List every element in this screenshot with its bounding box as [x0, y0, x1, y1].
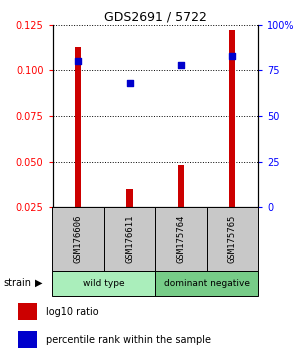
Bar — [52, 271, 155, 296]
Text: GSM176611: GSM176611 — [125, 215, 134, 263]
Point — [76, 58, 81, 64]
Text: GSM175765: GSM175765 — [228, 215, 237, 263]
Text: wild type: wild type — [83, 279, 125, 288]
Text: dominant negative: dominant negative — [164, 279, 250, 288]
Bar — [127, 189, 133, 207]
Bar — [18, 303, 38, 320]
Point — [127, 80, 132, 86]
Text: GSM175764: GSM175764 — [176, 215, 185, 263]
Bar — [155, 271, 258, 296]
Point — [178, 62, 183, 68]
Title: GDS2691 / 5722: GDS2691 / 5722 — [104, 11, 207, 24]
Bar — [18, 331, 38, 348]
Bar — [229, 30, 236, 207]
Bar — [207, 207, 258, 271]
Point — [230, 53, 235, 59]
Bar — [52, 207, 104, 271]
Text: strain: strain — [3, 278, 31, 288]
Bar — [104, 207, 155, 271]
Text: percentile rank within the sample: percentile rank within the sample — [46, 335, 211, 345]
Text: GSM176606: GSM176606 — [74, 215, 83, 263]
Bar — [155, 207, 207, 271]
Bar — [75, 47, 81, 207]
Text: ▶: ▶ — [34, 278, 42, 288]
Bar — [178, 165, 184, 207]
Text: log10 ratio: log10 ratio — [46, 307, 98, 316]
